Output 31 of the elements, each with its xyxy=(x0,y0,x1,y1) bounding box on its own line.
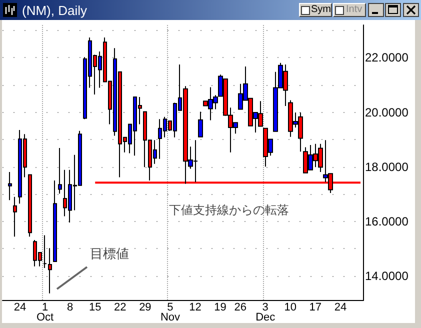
text: Intv xyxy=(333,3,366,17)
chart-title: (NM), Daily xyxy=(22,3,87,18)
candlestick xyxy=(13,196,17,238)
candlestick xyxy=(58,148,62,194)
x-tick-label: 24 xyxy=(14,302,26,314)
candlestick xyxy=(8,172,12,201)
x-tick-label: 26 xyxy=(234,302,246,314)
x-tick-label: 1 Oct xyxy=(36,302,54,324)
candlestick xyxy=(53,180,57,262)
x-tick-label: 19 xyxy=(214,302,226,314)
y-tick-label: 20.0000 xyxy=(365,105,409,120)
y-tick-label: 14.0000 xyxy=(365,268,409,283)
candlestick xyxy=(198,111,203,138)
x-tick-label: 15 xyxy=(89,302,102,314)
x-tick-label: 29 xyxy=(139,302,152,314)
candlestick xyxy=(43,234,47,269)
x-tick-label: 8 xyxy=(67,302,74,314)
x-tick-label: 22 xyxy=(114,302,126,314)
x-tick-label: 3 Dec xyxy=(256,302,276,324)
x-tick-label: 17 xyxy=(309,302,322,314)
x-tick-label: 5 Nov xyxy=(160,302,181,324)
candlestick xyxy=(48,248,52,294)
x-tick-label: 10 xyxy=(284,302,297,314)
candlestick xyxy=(28,174,32,238)
text: Sym xyxy=(299,3,332,17)
annotation: 目標値 xyxy=(90,247,129,262)
x-tick-label: 24 xyxy=(334,302,347,314)
y-tick-label: 18.0000 xyxy=(365,160,409,174)
y-tick-label: 22.0000 xyxy=(365,50,409,65)
y-tick-label: 16.0000 xyxy=(365,214,409,228)
x-tick-label: 12 xyxy=(189,302,202,314)
